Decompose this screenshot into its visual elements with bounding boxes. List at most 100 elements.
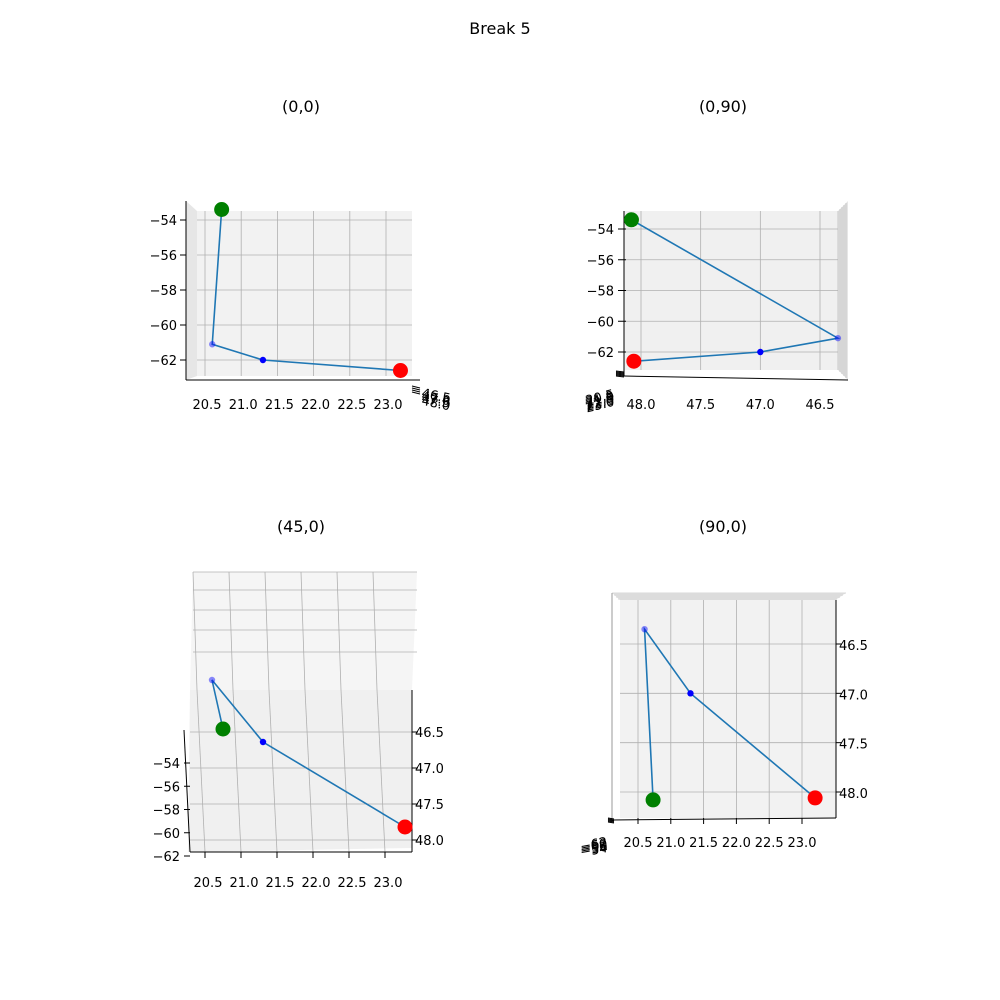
p0-back-pane — [197, 211, 412, 376]
p1-x-tick — [615, 372, 625, 375]
p3-z-tick — [607, 819, 615, 822]
p0-z-tick-label: −58 — [150, 284, 177, 299]
subplot-1-side-view: −54 −56 −58 −60 −62 48.0 47.5 47.0 46.5 20.521.02… — [584, 201, 849, 417]
p0-y-tick — [411, 385, 421, 389]
p1-y-tick-label: 46.5 — [806, 398, 835, 413]
p1-x-tick-label: 20.5 — [584, 387, 616, 409]
p0-z-tick-label: −60 — [150, 319, 177, 334]
subplot-title-0: (0,0) — [282, 97, 320, 116]
p2-x-tick-label: 21.5 — [266, 876, 295, 891]
p1-x-tick — [615, 370, 625, 373]
p1-z-tick-label: −56 — [587, 254, 614, 269]
p1-z-tick-label: −60 — [587, 315, 614, 330]
p3-x-tick-label: 23.0 — [788, 836, 817, 851]
p2-z-tick-label: −60 — [153, 827, 180, 842]
p1-y-tick-label: 47.5 — [686, 398, 715, 413]
subplot-title-1: (0,90) — [699, 97, 747, 116]
p1-x-tick — [615, 375, 625, 378]
p0-side-pane — [186, 201, 197, 380]
p2-x-gridline-floor — [232, 689, 242, 853]
p1-x-tick-label: 21.5 — [584, 390, 616, 412]
p3-trajectory-line — [643, 626, 816, 800]
p2-x-tick-label: 23.0 — [374, 876, 403, 891]
p2-x-gridline-floor — [376, 689, 386, 853]
p0-y-tick — [411, 389, 421, 393]
figure-title: Break 5 — [469, 19, 530, 38]
p1-z-tick-label: −54 — [587, 223, 614, 238]
p2-x-gridline-floor — [268, 689, 278, 853]
p3-x-tick-label: 21.5 — [689, 836, 718, 851]
p1-x-tick-label: 21.0 — [584, 389, 616, 411]
p2-point — [208, 676, 216, 684]
p2-start-point — [215, 721, 231, 737]
p2-y-tick-label: 47.0 — [415, 762, 444, 777]
p2-point — [259, 738, 267, 746]
p2-x-gridline-back — [192, 571, 198, 691]
p3-x-axis-line — [611, 817, 837, 821]
p2-x-gridline-back — [300, 571, 306, 691]
p0-y-tick — [411, 387, 421, 391]
p1-end-point — [626, 353, 642, 369]
p2-x-tick-label: 22.0 — [302, 876, 331, 891]
p3-x-tick-label: 20.5 — [624, 836, 653, 851]
p2-z-tick-label: −58 — [153, 804, 180, 819]
subplot-0-front-view: −54 −56 −58 −60 −62 20.5 21.0 21.5 22.0 22.5 23.0 4… — [150, 201, 452, 414]
p3-y-tick-label: 46.5 — [839, 639, 868, 654]
p0-z-tick-label: −62 — [150, 354, 177, 369]
subplot-title-2: (45,0) — [277, 517, 325, 536]
p2-trajectory-line — [211, 679, 406, 828]
p3-end-point — [807, 790, 823, 806]
p1-x-tick-label: 22.0 — [584, 392, 616, 414]
p3-start-point — [645, 792, 661, 808]
p0-point — [259, 356, 267, 364]
p2-z-tick-label: −54 — [153, 757, 180, 772]
p2-z-tick-label: −56 — [153, 780, 180, 795]
p2-end-point — [397, 819, 413, 835]
p3-z-tick — [607, 820, 615, 823]
p0-trajectory-line — [211, 209, 401, 372]
p3-x-tick-label: 22.5 — [755, 836, 784, 851]
p2-x-tick-label: 21.0 — [230, 876, 259, 891]
p2-x-gridline-floor — [340, 689, 350, 853]
p2-x-gridline-back — [264, 571, 270, 691]
p3-point — [641, 626, 648, 633]
p2-floor-pane — [188, 690, 412, 852]
p2-y-tick-label: 47.5 — [415, 798, 444, 813]
p0-x-tick-label: 22.0 — [301, 398, 330, 413]
subplot-title-3: (90,0) — [699, 517, 747, 536]
p2-y-tick-label: 48.0 — [415, 834, 444, 849]
p3-y-tick-label: 48.0 — [839, 787, 868, 802]
p0-x-tick-label: 23.0 — [374, 398, 403, 413]
p0-y-tick-label: 47.5 — [420, 391, 451, 412]
p3-point — [687, 690, 694, 697]
p3-z-tick — [607, 821, 615, 824]
subplot-2-oblique-view: −54 −56 −58 −60 −62 20.5 21.0 21.5 22.0 22.5 23.0 4… — [153, 571, 444, 891]
p2-z-tick-label: −62 — [153, 850, 180, 865]
p0-end-point — [392, 363, 408, 378]
p0-x-tick-label: 21.0 — [229, 398, 258, 413]
p2-x-gridline-back — [372, 571, 378, 691]
p0-x-tick-label: 21.5 — [265, 398, 294, 413]
p2-x-gridline-floor — [196, 689, 206, 853]
p2-z-axis-line — [183, 729, 191, 853]
p3-z-tick — [607, 817, 615, 820]
p1-x-tick — [615, 371, 625, 374]
p1-x-tick — [615, 373, 625, 376]
p3-z-tick — [607, 818, 615, 821]
p2-x-gridline-floor — [304, 689, 314, 853]
p1-y-tick-label: 47.0 — [746, 398, 775, 413]
p3-z-tick-label: −58 — [579, 838, 609, 858]
p0-point — [209, 341, 216, 348]
p0-x-tick-label: 20.5 — [193, 398, 222, 413]
p0-y-tick-label: 48.0 — [420, 394, 451, 415]
p1-z-tick-label: −58 — [587, 285, 614, 300]
p1-side-pane — [838, 201, 848, 380]
p1-x-tick-label: 23.0 — [584, 395, 616, 417]
p1-x-tick — [615, 374, 625, 377]
p1-y-axis-line — [623, 375, 849, 381]
p3-y-tick-label: 47.0 — [839, 688, 868, 703]
p0-z-tick-label: −56 — [150, 249, 177, 264]
p3-y-tick-label: 47.5 — [839, 738, 868, 753]
p0-z-tick-label: −54 — [150, 214, 177, 229]
